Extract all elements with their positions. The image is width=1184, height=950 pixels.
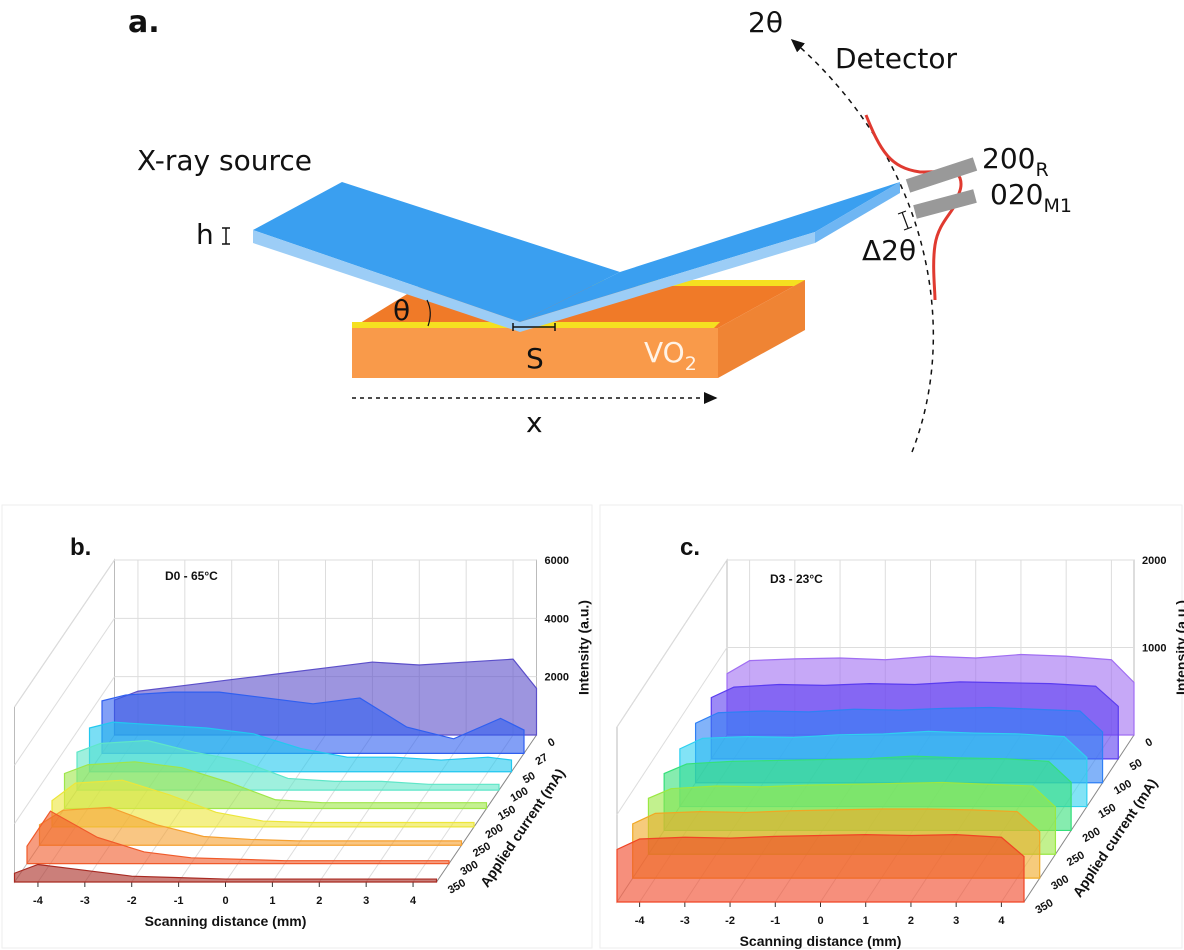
label: 020 (990, 178, 1043, 211)
x-tick-label: 0 (817, 915, 823, 927)
theta-arc (426, 299, 431, 327)
y-tick-label: 1000 (1142, 643, 1166, 655)
x-tick-label: 1 (863, 915, 869, 927)
z-axis-title: Intensity (a.u.) (1173, 600, 1184, 695)
diffraction-peak (864, 114, 963, 301)
diffracted-beam-end (815, 182, 900, 243)
x-tick-label: 2 (316, 895, 322, 907)
panel-label: b. (70, 534, 91, 561)
depth-tick-label: 300 (1049, 873, 1071, 893)
x-tick-label: 1 (269, 895, 275, 907)
peak-marker (905, 157, 978, 193)
depth-tick-label: 350 (1034, 897, 1056, 917)
y-tick-label: 6000 (545, 555, 569, 567)
x-axis-title: Scanning distance (mm) (145, 913, 307, 929)
depth-tick-label: 200 (484, 822, 506, 842)
x-tick-label: 4 (998, 915, 1005, 927)
x-tick-label: -1 (770, 915, 780, 927)
incident-beam-side (253, 230, 520, 332)
depth-tick-label: 0 (546, 736, 557, 749)
label: Detector (835, 42, 957, 75)
label: x (526, 406, 543, 439)
x-tick-label: 4 (410, 895, 417, 907)
x-tick-label: -4 (635, 915, 646, 927)
x-tick-label: 3 (363, 895, 369, 907)
depth-tick-label: 27 (534, 751, 551, 768)
h-marker (222, 227, 230, 245)
y-tick-label: 2000 (1142, 555, 1166, 567)
label: VO2 (644, 336, 697, 375)
panel-a: a. 2θ Detector X-ray source h θ S VO2 x … (128, 5, 1072, 453)
panel-label: a. (128, 5, 160, 40)
grid-line (616, 559, 728, 728)
s-marker (512, 323, 556, 331)
series-area (13, 863, 438, 883)
label: VO (644, 336, 685, 369)
grid-line (14, 559, 115, 708)
panel-label: c. (680, 534, 700, 561)
label: 2θ (748, 6, 783, 39)
label: Δ2θ (862, 234, 916, 267)
x-tick-label: 3 (953, 915, 959, 927)
subscript: 2 (685, 353, 697, 375)
grid-line (14, 618, 115, 766)
label: θ (393, 294, 410, 327)
x-tick-label: -2 (127, 895, 137, 907)
x-tick-label: -2 (725, 915, 735, 927)
annotation: D0 - 65°C (165, 569, 218, 583)
series-area (38, 806, 463, 846)
depth-tick-label: 150 (496, 804, 518, 824)
label: 200R (982, 142, 1049, 181)
panel-frame (1, 504, 593, 949)
y-tick-label: 2000 (545, 672, 569, 684)
depth-tick-label: 0 (1144, 736, 1155, 749)
label: 020M1 (990, 178, 1072, 217)
grid-line (616, 647, 728, 815)
depth-tick-label: 350 (446, 877, 468, 897)
x-tick-label: -1 (174, 895, 184, 907)
series-area (51, 779, 475, 828)
label: h (196, 218, 214, 251)
x-tick-label: -3 (680, 915, 690, 927)
detector-arc (790, 39, 935, 453)
x-tick-label: -4 (33, 895, 44, 907)
depth-tick-label: 50 (521, 770, 538, 787)
x-tick-label: 2 (908, 915, 914, 927)
subscript: M1 (1043, 195, 1071, 217)
panel-frame (599, 504, 1183, 949)
sample-front (352, 328, 718, 378)
depth-tick-label: 300 (459, 859, 481, 879)
depth-tick-label: 250 (1065, 849, 1087, 869)
charts: -4 -3 -2 -1 0 1 2 3 4200040006000027501001502002… (13, 534, 1184, 949)
subscript: R (1035, 159, 1048, 181)
grid-line (14, 676, 115, 824)
label: X-ray source (137, 144, 312, 177)
sample-side (718, 280, 805, 378)
diffracted-beam (520, 182, 900, 322)
depth-tick-label: 100 (509, 785, 531, 805)
depth-tick-label: 200 (1081, 825, 1103, 845)
series-area (616, 834, 1025, 903)
y-tick-label: 4000 (545, 613, 569, 625)
peak-marker (913, 189, 977, 219)
x-tick-label: -3 (80, 895, 90, 907)
depth-tick-label: 250 (471, 840, 493, 860)
depth-tick-label: 100 (1112, 778, 1134, 798)
x-axis-title: Scanning distance (mm) (740, 933, 902, 949)
depth-tick-label: 50 (1128, 757, 1145, 774)
label: S (526, 342, 544, 375)
diffracted-beam-side (520, 232, 815, 332)
z-axis-title: Intensity (a.u.) (576, 600, 592, 695)
x-tick-label: 0 (222, 895, 228, 907)
incident-beam (253, 182, 620, 322)
label: 200 (982, 142, 1035, 175)
depth-tick-label: 150 (1096, 802, 1118, 822)
delta-marker (897, 210, 913, 231)
annotation: D3 - 23°C (770, 572, 823, 586)
series-area (26, 810, 450, 865)
